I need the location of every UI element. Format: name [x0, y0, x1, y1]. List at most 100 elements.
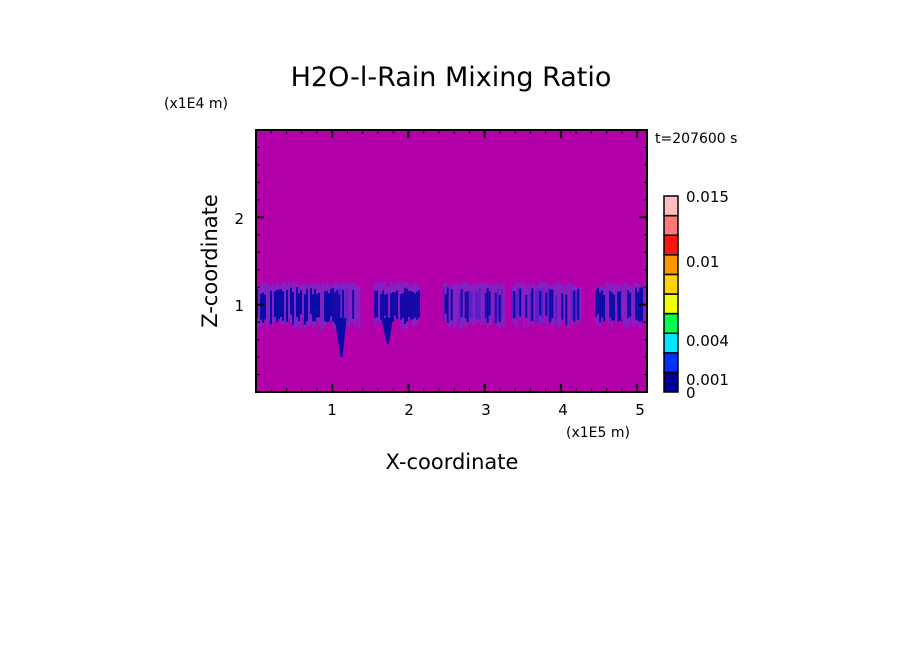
rain-streak-dark [613, 294, 616, 321]
rain-streak-dark [474, 290, 477, 319]
rain-shaft [381, 317, 394, 344]
rain-streak-light [633, 281, 636, 328]
rain-streak-dark [460, 289, 463, 317]
rain-streak-dark [488, 291, 491, 316]
rain-streak-dark [549, 289, 552, 323]
rain-streak-dark [635, 287, 638, 320]
rain-streak-light [322, 283, 325, 329]
rain-streak-light [448, 285, 451, 329]
rain-streak-light [266, 283, 269, 329]
rain-region [511, 281, 582, 330]
rain-streak-light [472, 285, 475, 326]
rain-region [332, 281, 361, 358]
rain-streak-dark [511, 290, 514, 319]
y-tick-label: 1 [234, 297, 244, 315]
rain-streak-light [605, 283, 608, 320]
rain-streak-dark [406, 288, 409, 322]
colorbar-swatch [663, 293, 679, 315]
rain-streak-dark [334, 292, 337, 319]
colorbar-label: 0.01 [686, 253, 719, 271]
rain-streak-dark [458, 293, 461, 322]
rain-streak-light [454, 282, 457, 327]
x-tick-label: 1 [327, 401, 337, 419]
rain-streak-light [567, 283, 570, 329]
rain-shaft [334, 317, 347, 358]
y-unit-label: (x1E4 m) [164, 96, 228, 112]
rain-streak-light [621, 286, 624, 319]
rain-streak-dark [276, 289, 278, 322]
rain-streak-dark [326, 290, 328, 323]
rain-streak-dark [298, 293, 300, 321]
rain-streak-light [308, 286, 311, 327]
rain-streak-light [268, 284, 271, 322]
rain-streak-dark [352, 289, 355, 320]
rain-streak-dark [386, 293, 389, 321]
rain-streak-dark [571, 290, 574, 320]
rain-streak-dark [328, 293, 330, 322]
rain-streak-dark [280, 289, 282, 317]
rain-streak-dark [376, 290, 379, 318]
rain-streak-light [456, 283, 459, 322]
rain-streak-dark [300, 290, 302, 315]
rain-streak-dark [545, 292, 548, 316]
rain-streak-light [533, 282, 536, 320]
rain-streak-dark [577, 288, 580, 321]
rain-streak-dark [529, 293, 532, 320]
rain-streak-light [543, 282, 546, 319]
rain-streak-dark [306, 288, 308, 322]
rain-streak-dark [519, 288, 522, 317]
rain-streak-dark [470, 291, 473, 319]
rain-streak-light [358, 286, 361, 329]
rain-streak-dark [494, 292, 497, 324]
rain-streak-dark [314, 289, 316, 322]
plot-background [256, 130, 647, 392]
rain-streak-light [607, 283, 610, 327]
rain-streak-dark [478, 288, 481, 321]
rain-streak-dark [414, 293, 417, 318]
y-axis-label: Z-coordinate [198, 194, 222, 328]
rain-region [374, 281, 421, 344]
rain-streak-dark [290, 287, 292, 315]
rain-streak-light [625, 283, 628, 327]
rain-streak-dark [324, 291, 326, 322]
rain-streak-light [452, 284, 455, 329]
rain-streak-light [354, 282, 357, 330]
rain-streak-light [348, 281, 351, 328]
rain-streak-dark [264, 294, 266, 320]
rain-streak-light [288, 281, 291, 320]
rain-streak-light [527, 282, 530, 327]
rain-streak-light [346, 283, 349, 326]
rain-streak-dark [342, 289, 345, 320]
rain-streak-light [258, 285, 261, 327]
rain-streak-dark [418, 290, 421, 318]
rain-streak-light [350, 284, 353, 324]
rain-streak-dark [496, 288, 499, 320]
colorbar-swatch [663, 332, 679, 354]
rain-streak-light [272, 283, 275, 327]
rain-streak-dark [468, 291, 471, 318]
x-tick-label: 4 [558, 401, 568, 419]
rain-streak-dark [338, 294, 341, 320]
rain-streak-dark [274, 291, 276, 318]
rain-streak-light [502, 283, 505, 328]
rain-streak-light [480, 283, 483, 325]
rain-streak-dark [637, 292, 640, 322]
x-tick-label: 5 [635, 401, 645, 419]
rain-streak-dark [597, 287, 600, 314]
rain-streak-light [631, 286, 634, 327]
axis-ticks [256, 130, 647, 392]
rain-streak-dark [450, 289, 453, 321]
rain-streak-dark [278, 289, 280, 320]
rain-streak-light [563, 287, 566, 322]
rain-streak-dark [517, 287, 520, 315]
rain-region [442, 282, 505, 330]
x-axis-label: X-coordinate [386, 450, 519, 474]
rain-streak-light [569, 281, 572, 319]
colorbar-swatch [663, 195, 679, 217]
plot-frame [255, 129, 648, 393]
rain-field [256, 281, 648, 358]
rain-streak-dark [541, 287, 544, 319]
rain-streak-dark [316, 294, 318, 318]
rain-streak-dark [410, 290, 413, 320]
rain-streak-dark [330, 288, 332, 317]
